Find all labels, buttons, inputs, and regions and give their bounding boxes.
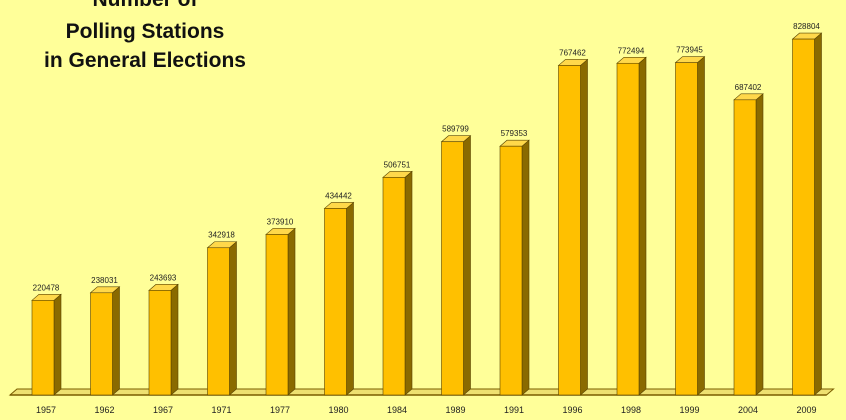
bar-side-2009 bbox=[814, 32, 822, 396]
x-tick-label-1957: 1957 bbox=[36, 405, 56, 415]
bar-side-1962 bbox=[112, 286, 120, 396]
bar-1991 bbox=[499, 145, 523, 396]
bar-2009 bbox=[792, 38, 815, 396]
x-tick-label-1977: 1977 bbox=[270, 405, 290, 415]
bar-side-1989 bbox=[463, 135, 471, 396]
x-tick-label-1991: 1991 bbox=[504, 405, 524, 415]
labels-layer: 220478 1957 238031 1962 243693 1967 342918 1971… bbox=[33, 22, 821, 415]
x-tick-label-1980: 1980 bbox=[328, 405, 348, 415]
bar-side-1998 bbox=[638, 56, 647, 396]
bar-side-1980 bbox=[346, 201, 354, 396]
bar-1977 bbox=[265, 234, 289, 396]
bar-side-1977 bbox=[287, 227, 296, 396]
bar-side-1991 bbox=[521, 139, 530, 396]
bar-2004 bbox=[733, 99, 757, 396]
x-tick-label-1998: 1998 bbox=[621, 405, 641, 415]
data-label-1996: 767462 bbox=[559, 48, 586, 57]
bar-1962 bbox=[90, 292, 113, 396]
x-tick-label-2009: 2009 bbox=[796, 405, 816, 415]
x-tick-label-1984: 1984 bbox=[387, 405, 407, 415]
data-label-1977: 373910 bbox=[267, 217, 294, 226]
data-label-1989: 589799 bbox=[442, 125, 469, 134]
bar-1989 bbox=[441, 141, 464, 396]
bar-side-1999 bbox=[697, 56, 705, 396]
chart-title-line-3: in General Elections bbox=[44, 49, 246, 72]
x-tick-label-1989: 1989 bbox=[445, 405, 465, 415]
chart-title-line-2: Polling Stations bbox=[65, 20, 225, 43]
bar-1984 bbox=[382, 177, 406, 396]
data-label-1984: 506751 bbox=[384, 160, 411, 169]
x-tick-label-1996: 1996 bbox=[562, 405, 582, 415]
data-label-1998: 772494 bbox=[618, 46, 645, 55]
data-label-1991: 579353 bbox=[501, 129, 528, 138]
axis-floor bbox=[8, 388, 835, 396]
bar-1967 bbox=[148, 290, 172, 396]
x-tick-label-1967: 1967 bbox=[153, 405, 173, 415]
data-label-2004: 687402 bbox=[735, 83, 762, 92]
x-tick-label-1962: 1962 bbox=[94, 405, 114, 415]
chart-title-line-1: Number of bbox=[0, 0, 290, 13]
bar-side-1967 bbox=[170, 283, 179, 396]
data-label-1971: 342918 bbox=[208, 231, 235, 240]
bar-side-1957 bbox=[53, 293, 62, 396]
x-tick-label-1999: 1999 bbox=[679, 405, 699, 415]
axis-layer bbox=[8, 388, 835, 396]
data-label-1980: 434442 bbox=[325, 191, 352, 200]
bar-1999 bbox=[675, 62, 698, 396]
bars-layer bbox=[31, 32, 823, 396]
bar-1980 bbox=[324, 208, 347, 396]
bar-side-1996 bbox=[580, 58, 588, 396]
bar-side-1984 bbox=[404, 170, 413, 396]
data-label-1957: 220478 bbox=[33, 283, 60, 292]
bar-1996 bbox=[558, 65, 581, 396]
data-label-1999: 773945 bbox=[676, 46, 703, 55]
bar-1971 bbox=[207, 247, 230, 396]
data-label-1962: 238031 bbox=[91, 276, 118, 285]
x-tick-label-2004: 2004 bbox=[738, 405, 758, 415]
bar-side-2004 bbox=[755, 93, 764, 396]
bar-side-1971 bbox=[229, 241, 237, 396]
bar-1998 bbox=[616, 62, 640, 396]
data-label-1967: 243693 bbox=[150, 273, 177, 282]
bar-1957 bbox=[31, 300, 55, 396]
x-tick-label-1971: 1971 bbox=[211, 405, 231, 415]
data-label-2009: 828804 bbox=[793, 22, 820, 31]
